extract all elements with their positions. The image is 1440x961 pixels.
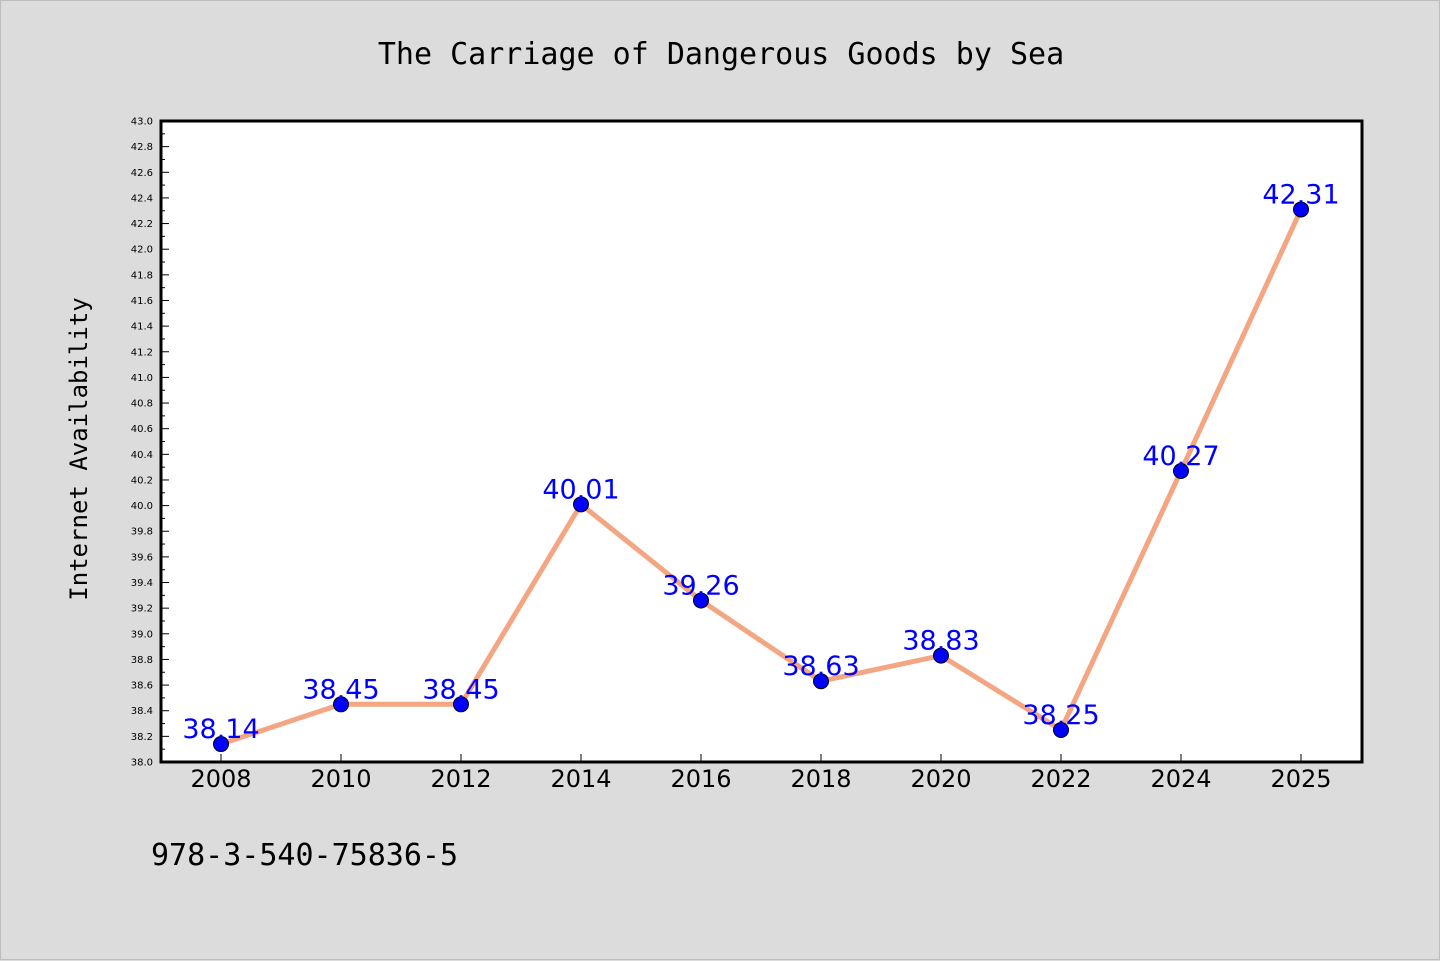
series-layer: 38.14 38.45 38.45 40.01 39.26 38.63 38.83 38.25… — [182, 179, 1340, 753]
y-tick-label: 40.6 — [131, 424, 153, 435]
plot-area — [161, 121, 1362, 762]
x-tick-label: 2024 — [1150, 765, 1211, 793]
y-tick-label: 41.0 — [131, 373, 153, 384]
series-line — [218, 206, 1304, 747]
data-point — [213, 736, 229, 753]
data-label: 38.63 — [782, 651, 859, 682]
isbn-annotation: 978-3-540-75836-5 — [151, 838, 458, 873]
x-tick-label: 2020 — [910, 765, 971, 793]
y-tick-label: 42.4 — [131, 193, 153, 204]
y-tick-label: 42.8 — [131, 142, 153, 153]
x-tick-label: 2012 — [430, 765, 491, 793]
data-label: 38.25 — [1022, 700, 1099, 731]
data-label: 38.83 — [902, 626, 979, 657]
data-label: 38.14 — [182, 714, 259, 745]
y-tick-label: 41.8 — [131, 270, 153, 281]
chart-title: The Carriage of Dangerous Goods by Sea — [378, 37, 1064, 72]
x-tick-label: 2016 — [670, 765, 731, 793]
y-tick-label: 42.6 — [131, 168, 153, 179]
x-tick-label: 2008 — [190, 765, 251, 793]
data-point — [573, 496, 589, 513]
x-tick-label: 2014 — [550, 765, 611, 793]
y-tick-label: 40.4 — [131, 450, 153, 461]
data-point — [333, 696, 349, 713]
data-label: 40.27 — [1142, 441, 1219, 472]
y-tick-label: 38.6 — [131, 681, 153, 692]
data-label: 38.45 — [422, 674, 499, 705]
y-tick-label: 38.2 — [131, 732, 153, 743]
y-tick-label: 43.0 — [131, 117, 153, 128]
y-tick-label: 42.2 — [131, 219, 153, 230]
x-tick-label: 2018 — [790, 765, 851, 793]
y-tick-label: 39.6 — [131, 552, 153, 563]
y-tick-label: 42.0 — [131, 245, 153, 256]
data-label: 42.31 — [1262, 179, 1339, 210]
y-tick-label: 39.4 — [131, 578, 153, 589]
data-point — [813, 673, 829, 690]
data-label: 40.01 — [542, 474, 619, 505]
y-tick-label: 39.2 — [131, 604, 153, 615]
x-axis-ticks: 2008 2010 2012 2014 2016 2018 2020 2022 2024 2025 — [190, 754, 1332, 793]
y-tick-label: 38.0 — [131, 758, 153, 769]
y-tick-label: 39.8 — [131, 527, 153, 538]
data-point — [1173, 462, 1189, 479]
data-point — [933, 647, 949, 664]
y-tick-label: 38.4 — [131, 706, 153, 717]
x-tick-label: 2025 — [1270, 765, 1331, 793]
data-point — [1053, 721, 1069, 738]
y-tick-label: 41.4 — [131, 322, 153, 333]
plot-frame — [159, 119, 1364, 764]
data-label: 39.26 — [662, 570, 739, 601]
y-tick-label: 40.8 — [131, 399, 153, 410]
y-tick-label: 41.2 — [131, 347, 153, 358]
data-point — [453, 696, 469, 713]
y-tick-label: 38.8 — [131, 655, 153, 666]
y-tick-label: 41.6 — [131, 296, 153, 307]
x-tick-label: 2022 — [1030, 765, 1091, 793]
y-tick-label: 40.2 — [131, 475, 153, 486]
y-tick-label: 40.0 — [131, 501, 153, 512]
y-axis-label: Internet Availability — [65, 297, 93, 600]
data-point — [693, 592, 709, 609]
data-point — [1293, 201, 1309, 218]
data-label: 38.45 — [302, 674, 379, 705]
y-tick-label: 39.0 — [131, 629, 153, 640]
x-tick-label: 2010 — [310, 765, 371, 793]
